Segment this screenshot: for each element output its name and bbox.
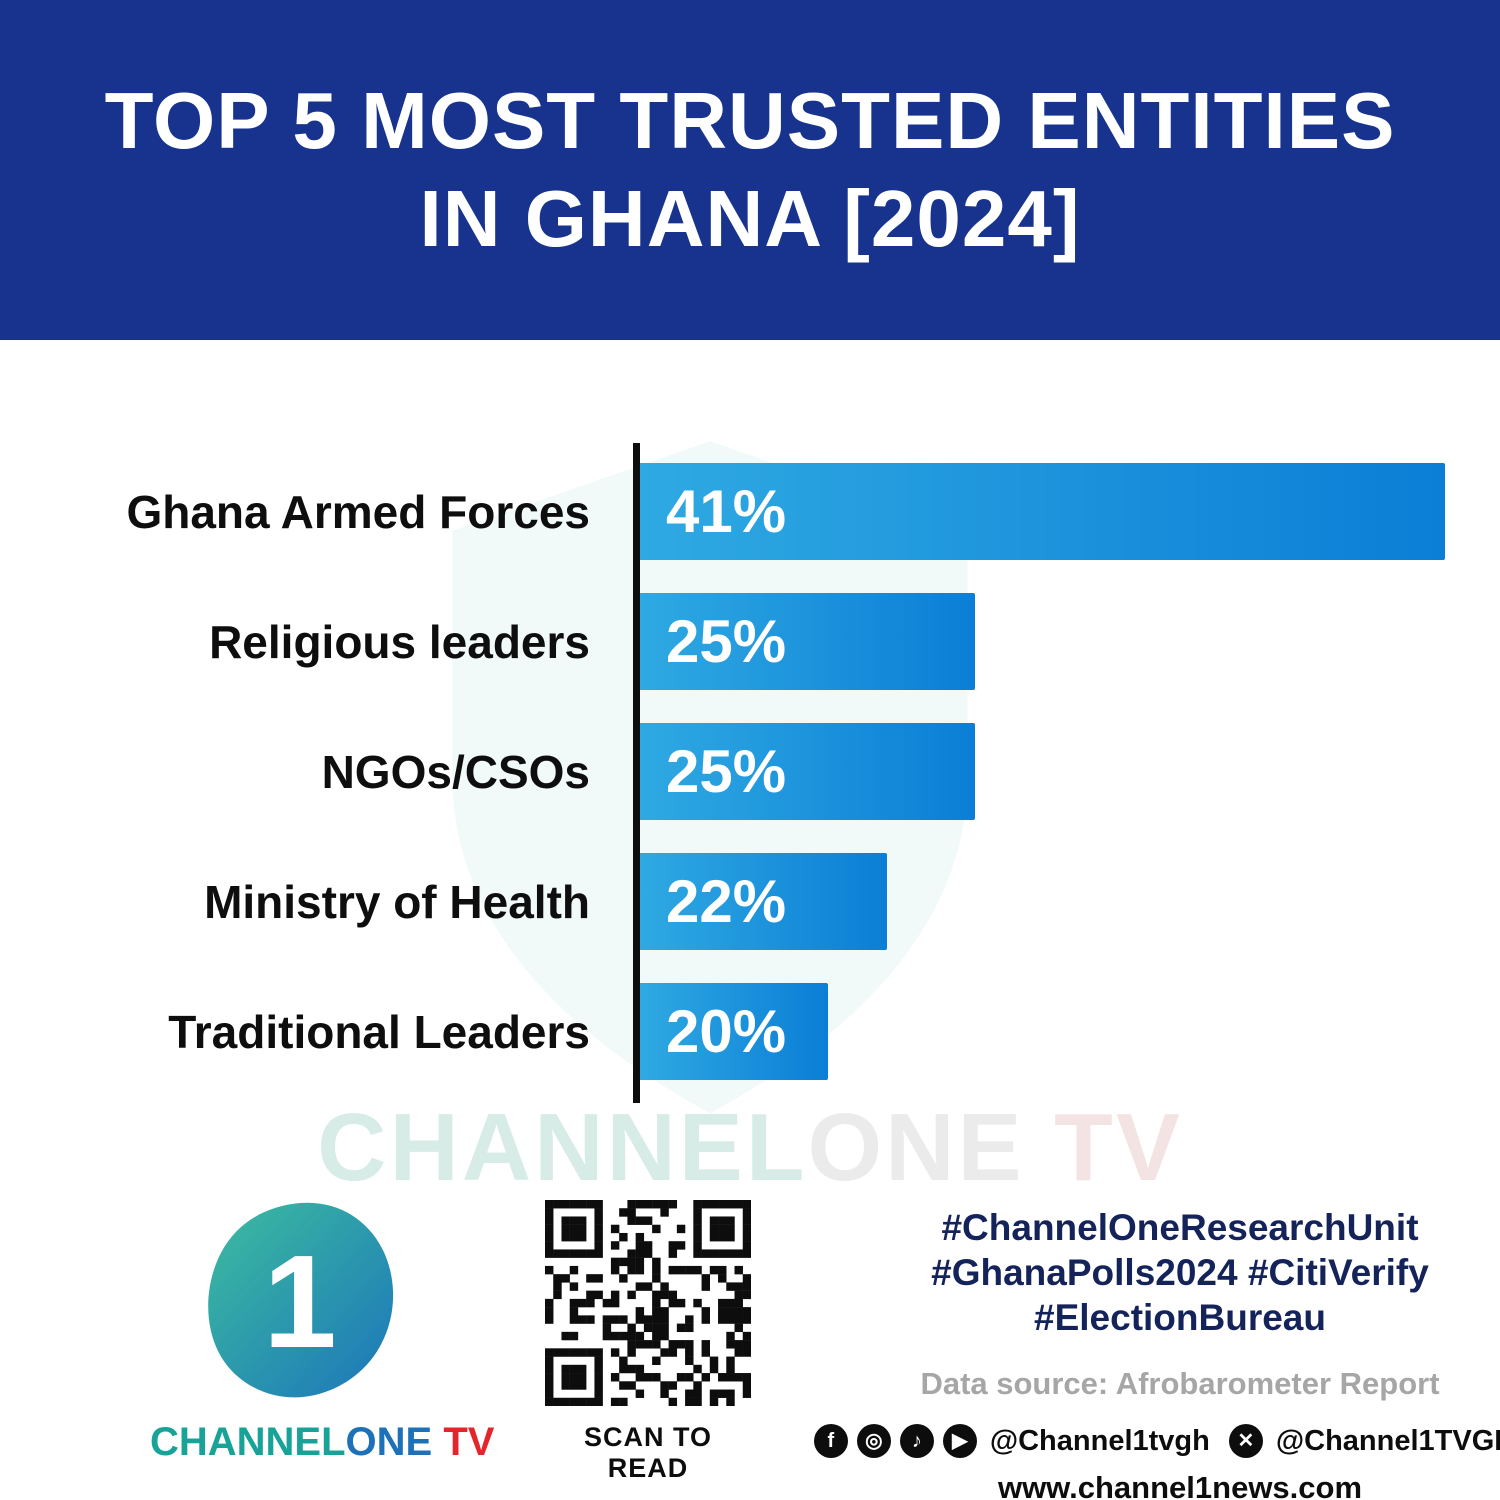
website-url: www.channel1news.com [997, 1470, 1363, 1500]
hashtags-line1: #ChannelOneResearchUnit [941, 1207, 1419, 1248]
category-label: Ministry of Health [204, 875, 590, 928]
instagram-icon: ◎ [856, 1424, 891, 1459]
bar: 20% [640, 983, 828, 1080]
channel-one-logo-block: 1 CHANNELONE TV [150, 1195, 494, 1465]
bar-value-label: 22% [666, 868, 787, 935]
x-icon: ✕ [1228, 1424, 1263, 1459]
page-title-line2: IN GHANA [2024] [419, 174, 1081, 263]
data-source-text: Data source: Afrobarometer Report [920, 1366, 1440, 1402]
chart-row: Ghana Armed Forces 41% [0, 463, 1445, 560]
chart-row: NGOs/CSOs 25% [0, 723, 1445, 820]
hashtags-line2: #GhanaPolls2024 #CitiVerify [931, 1252, 1429, 1294]
facebook-icon: f [813, 1424, 848, 1459]
bar: 41% [640, 463, 1445, 560]
brand-one-text: ONE [345, 1420, 433, 1464]
brand-channel-text: CHANNEL [150, 1420, 346, 1464]
footer-info-block: #ChannelOneResearchUnit #GhanaPolls2024 … [813, 1205, 1500, 1500]
watermark-one: ONE [807, 1094, 1025, 1201]
tiktok-icon: ♪ [899, 1424, 934, 1459]
bar: 25% [640, 593, 975, 690]
brand-tv-text: TV [432, 1420, 495, 1464]
bar-value-label: 41% [666, 478, 787, 545]
brand-wordmark: CHANNELONE TV [150, 1420, 494, 1465]
bar-value-label: 20% [666, 998, 787, 1065]
category-label: Religious leaders [209, 615, 590, 668]
logo-one-numeral: 1 [263, 1228, 336, 1375]
qr-block: SCAN TO READ [545, 1200, 751, 1484]
chart-row: Ministry of Health 22% [0, 853, 1445, 950]
qr-code [545, 1200, 751, 1406]
youtube-icon: ▶ [942, 1424, 977, 1459]
qr-caption: SCAN TO READ [583, 1422, 712, 1483]
social-handle-main: @Channel1tvgh [989, 1424, 1210, 1457]
category-label: Ghana Armed Forces [126, 485, 590, 538]
bar-rows: Ghana Armed Forces 41% Religious leaders 25… [0, 463, 1445, 1080]
bar-value-label: 25% [666, 608, 787, 675]
category-label: Traditional Leaders [168, 1005, 590, 1058]
hashtags-line3: #ElectionBureau [1034, 1297, 1326, 1339]
bar: 25% [640, 723, 975, 820]
header-banner: TOP 5 MOST TRUSTED ENTITIES IN GHANA [20… [0, 0, 1500, 340]
social-row: f ◎ ♪ ▶ @Channel1tvgh ✕ @Channel1TVGHA [813, 1424, 1500, 1459]
chart-axis-line [633, 443, 640, 1103]
chart-row: Religious leaders 25% [0, 593, 1445, 690]
page-title-line1: TOP 5 MOST TRUSTED ENTITIES [104, 76, 1396, 166]
brand-watermark: CHANNELONE TV [0, 1093, 1500, 1203]
watermark-channel: CHANNEL [317, 1094, 808, 1201]
watermark-tv: TV [1024, 1094, 1183, 1201]
bar: 22% [640, 853, 887, 950]
category-label: NGOs/CSOs [321, 745, 590, 798]
bar-value-label: 25% [666, 738, 787, 805]
chart-row: Traditional Leaders 20% [0, 983, 1445, 1080]
social-handle-x: @Channel1TVGHA [1275, 1424, 1500, 1457]
channel-one-logo-icon: 1 [208, 1202, 394, 1398]
